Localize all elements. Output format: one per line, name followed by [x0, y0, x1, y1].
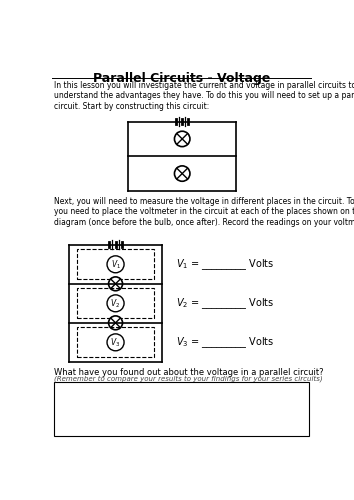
Circle shape	[109, 316, 122, 330]
Bar	[77, 250, 154, 279]
Circle shape	[107, 256, 124, 273]
Bar	[77, 288, 154, 318]
Text: $V_1$: $V_1$	[110, 258, 121, 270]
Text: $V_2$: $V_2$	[110, 297, 121, 310]
Bar	[53, 382, 309, 436]
Circle shape	[107, 334, 124, 351]
Circle shape	[109, 277, 122, 290]
Bar	[77, 328, 154, 357]
Text: In this lesson you will investigate the current and voltage in parallel circuits: In this lesson you will investigate the …	[53, 81, 354, 110]
Text: $V_3$ = _________ Volts: $V_3$ = _________ Volts	[176, 335, 274, 349]
Circle shape	[175, 131, 190, 146]
Text: $V_2$ = _________ Volts: $V_2$ = _________ Volts	[176, 296, 274, 310]
Circle shape	[107, 295, 124, 312]
Text: $V_3$: $V_3$	[110, 336, 121, 348]
Circle shape	[175, 166, 190, 182]
Text: (Remember to compare your results to your findings for your series circuits): (Remember to compare your results to you…	[53, 376, 322, 382]
Text: Next, you will need to measure the voltage in different places in the circuit. T: Next, you will need to measure the volta…	[53, 197, 354, 227]
Text: $V_1$ = _________ Volts: $V_1$ = _________ Volts	[176, 257, 274, 272]
Text: What have you found out about the voltage in a parallel circuit?: What have you found out about the voltag…	[53, 368, 323, 377]
Text: Parallel Circuits - Voltage: Parallel Circuits - Voltage	[93, 72, 270, 85]
